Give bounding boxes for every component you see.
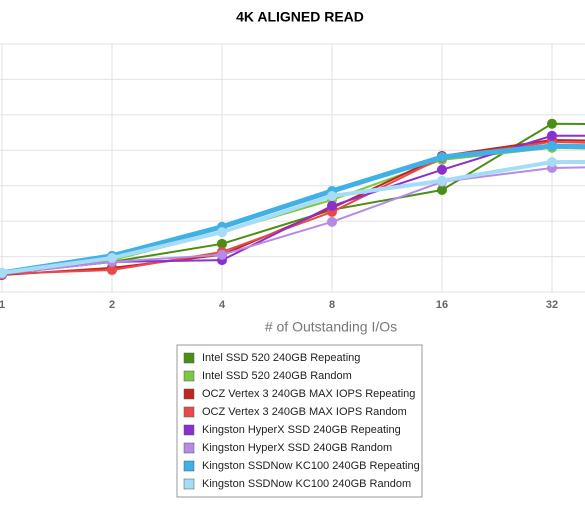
legend-swatch bbox=[183, 460, 195, 472]
legend-label: Kingston HyperX SSD 240GB Random bbox=[202, 442, 392, 454]
x-tick-label: 2 bbox=[109, 299, 115, 311]
legend-swatch bbox=[183, 370, 195, 382]
data-point bbox=[217, 227, 227, 238]
data-point bbox=[547, 130, 557, 141]
legend-swatch bbox=[183, 406, 195, 418]
x-tick-label: 1 bbox=[0, 299, 5, 311]
data-point bbox=[547, 141, 557, 152]
legend-swatch bbox=[183, 388, 195, 400]
data-point bbox=[547, 118, 557, 129]
data-point bbox=[437, 152, 447, 163]
data-point bbox=[437, 164, 447, 175]
data-point bbox=[217, 238, 227, 249]
data-point bbox=[547, 156, 557, 167]
data-point bbox=[327, 200, 337, 211]
legend-label: Kingston HyperX SSD 240GB Repeating bbox=[202, 424, 401, 436]
legend-swatch bbox=[183, 352, 195, 364]
x-tick-label: 32 bbox=[546, 299, 558, 311]
series-line bbox=[1, 146, 585, 275]
legend-label: Kingston SSDNow KC100 240GB Repeating bbox=[202, 460, 420, 472]
data-point bbox=[107, 265, 117, 276]
data-point bbox=[437, 175, 447, 186]
data-point bbox=[327, 216, 337, 227]
legend-label: Intel SSD 520 240GB Repeating bbox=[202, 352, 360, 364]
x-axis-title: # of Outstanding I/Os bbox=[265, 319, 397, 335]
legend-label: Kingston SSDNow KC100 240GB Random bbox=[202, 478, 411, 490]
legend-box bbox=[176, 344, 423, 498]
data-point bbox=[217, 249, 227, 260]
legend-swatch bbox=[183, 424, 195, 436]
chart-title: 4K ALIGNED READ bbox=[236, 9, 364, 25]
legend-swatch bbox=[183, 478, 195, 490]
x-tick-label: 16 bbox=[436, 299, 448, 311]
x-tick-label: 8 bbox=[329, 299, 335, 311]
legend-label: Intel SSD 520 240GB Random bbox=[202, 370, 352, 382]
data-point bbox=[437, 184, 447, 195]
legend-swatch bbox=[183, 442, 195, 454]
legend-label: OCZ Vertex 3 240GB MAX IOPS Repeating bbox=[202, 388, 415, 400]
data-point bbox=[107, 252, 117, 263]
x-tick-label: 4 bbox=[219, 299, 226, 311]
data-point bbox=[0, 267, 7, 278]
series-line bbox=[1, 122, 585, 275]
data-point bbox=[327, 190, 337, 201]
legend-label: OCZ Vertex 3 240GB MAX IOPS Random bbox=[202, 406, 407, 418]
